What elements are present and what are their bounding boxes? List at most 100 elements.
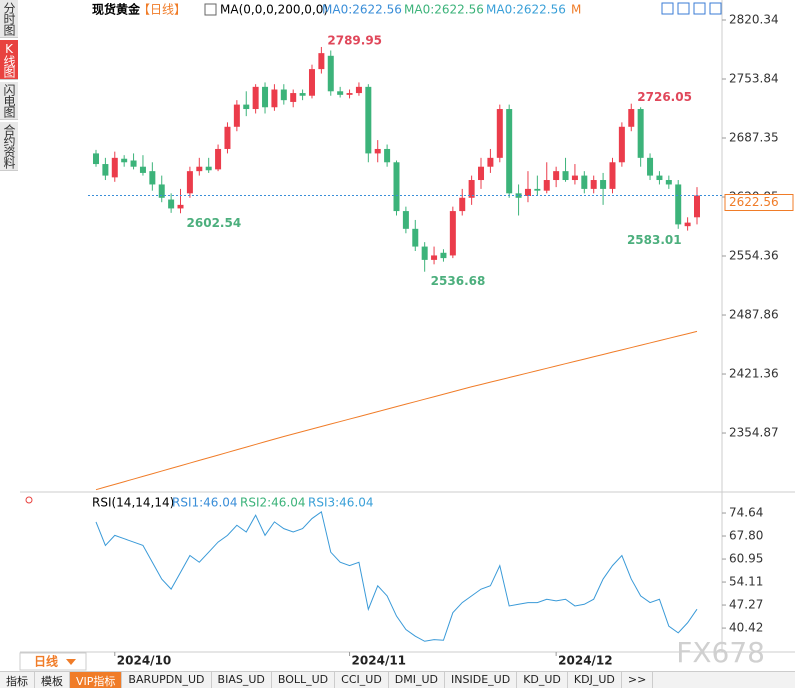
candle-body [158, 184, 165, 198]
toolbar-item[interactable]: 指标 [0, 672, 35, 688]
watermark: FX678 [676, 636, 765, 669]
ma-params: MA(0,0,0,200,0,0) [220, 3, 328, 17]
high-label: 2789.95 [327, 33, 382, 47]
bg [20, 0, 795, 671]
candle-body [252, 86, 259, 110]
candle-body [553, 171, 560, 181]
candle-body [665, 180, 672, 185]
y-tick-label: 2687.35 [729, 131, 779, 145]
rsi-value: RSI1:46.04 [172, 496, 238, 510]
toolbar-item[interactable]: 模板 [35, 672, 70, 688]
candle-body [431, 255, 438, 260]
candle-body [571, 175, 578, 181]
candle-body [121, 158, 128, 163]
toolbar-item[interactable]: VIP指标 [70, 672, 123, 688]
x-tick-label: 2024/12 [558, 654, 612, 668]
low-label: 2536.68 [431, 274, 486, 288]
tab[interactable]: K线图 [0, 40, 18, 80]
tab[interactable]: 分时图 [0, 0, 18, 38]
toolbar-item[interactable]: BOLL_UD [272, 672, 336, 688]
candle-body [149, 171, 156, 185]
candle-body [233, 104, 240, 127]
candle-body [186, 171, 193, 194]
candle-body [628, 109, 635, 127]
rsi-params: RSI(14,14,14) [92, 496, 174, 510]
ma-value: MA0:2622.56 [404, 3, 484, 17]
candle-body [224, 126, 231, 149]
tab[interactable]: 合约资料 [0, 122, 18, 171]
candle-body [177, 204, 184, 209]
chart: 现货黄金 【日线】 MA(0,0,0,200,0,0) MA0:2622.56 … [19, 0, 795, 671]
candle-body [581, 175, 588, 189]
candle-body [280, 89, 287, 101]
candle-body [346, 93, 353, 95]
x-tick-label: 2024/11 [352, 654, 406, 668]
y-tick-label: 60.95 [729, 552, 763, 566]
candle-body [449, 211, 456, 256]
candle-body [562, 171, 569, 181]
ma-value: MA0:2622.56 [486, 3, 566, 17]
y-tick-label: 47.27 [729, 598, 763, 612]
low-label: 2583.01 [627, 233, 682, 247]
toolbar-item[interactable]: DMI_UD [389, 672, 446, 688]
toolbar-item[interactable]: KDJ_UD [568, 672, 622, 688]
toolbar-item[interactable]: CCI_UD [335, 672, 389, 688]
sidebar: 分时图 K线图 闪电图 合约资料 [0, 0, 20, 173]
candle-body [402, 211, 409, 229]
candle-body [609, 162, 616, 189]
candle-body [318, 53, 325, 70]
candle-body [637, 109, 644, 158]
candle-body [262, 86, 269, 108]
candle-body [93, 153, 99, 165]
candle-body [271, 89, 278, 108]
toolbar-item[interactable]: >> [622, 672, 654, 688]
rsi-value: RSI3:46.04 [308, 496, 374, 510]
price-tag [724, 193, 794, 211]
toolbar-item[interactable]: BIAS_UD [212, 672, 272, 688]
ma-icon[interactable] [204, 3, 217, 16]
low-label: 2602.54 [187, 216, 242, 230]
candle-body [327, 55, 334, 92]
rsi-value: RSI2:46.04 [240, 496, 306, 510]
candle-body [139, 166, 146, 173]
candle-body [215, 148, 222, 170]
period-select-label[interactable]: 日线 [34, 654, 58, 669]
candle-body [102, 164, 109, 176]
toolbar-item[interactable]: INSIDE_UD [445, 672, 518, 688]
ma-value: M [571, 3, 581, 17]
candle-body [684, 222, 691, 227]
candle-body [487, 157, 494, 167]
candle-body [337, 91, 344, 95]
candle-body [393, 162, 400, 212]
candle-body [524, 188, 531, 196]
candle-body [308, 69, 315, 96]
toolbar-item[interactable]: KD_UD [517, 672, 568, 688]
toolbar-item[interactable]: BARUPDN_UD [122, 672, 212, 688]
rsi-icon[interactable] [25, 496, 33, 504]
candle-body [384, 148, 391, 163]
y-tick-label: 67.80 [729, 529, 763, 543]
candle-body [421, 246, 428, 260]
y-tick-label: 54.11 [729, 575, 763, 589]
candle-body [656, 175, 663, 181]
candle-body [299, 93, 306, 96]
x-tick-label: 2024/10 [117, 654, 171, 668]
ma-value: MA0:2622.56 [322, 3, 402, 17]
y-tick-label: 2421.36 [729, 367, 779, 381]
dropdown-arrow[interactable] [66, 659, 76, 665]
candle-body [111, 157, 118, 178]
ma-line [95, 330, 698, 491]
candle-body [515, 193, 522, 198]
price-tag-label: 2622.56 [729, 195, 779, 209]
window-icons[interactable] [661, 2, 722, 15]
tab[interactable]: 闪电图 [0, 82, 18, 120]
period-select[interactable] [19, 652, 87, 671]
candle-body [130, 160, 137, 167]
y-tick-label: 74.64 [729, 506, 763, 520]
period: 【日线】 [138, 3, 186, 17]
candle-body [196, 166, 203, 172]
candle-body [355, 86, 362, 94]
rsi-line [95, 510, 698, 642]
candle-body [290, 93, 297, 102]
